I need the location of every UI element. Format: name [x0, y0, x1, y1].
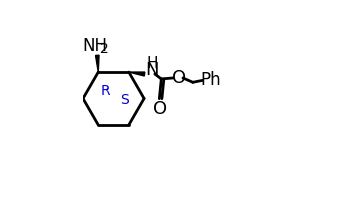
- Text: R: R: [101, 84, 110, 98]
- Polygon shape: [129, 72, 145, 76]
- Text: O: O: [153, 99, 167, 117]
- Text: S: S: [120, 93, 129, 108]
- Text: O: O: [172, 69, 186, 87]
- Text: Ph: Ph: [200, 71, 221, 89]
- Text: H: H: [147, 56, 158, 71]
- Text: N: N: [146, 61, 159, 79]
- Text: 2: 2: [101, 42, 109, 56]
- Text: NH: NH: [82, 37, 107, 55]
- Polygon shape: [95, 55, 99, 72]
